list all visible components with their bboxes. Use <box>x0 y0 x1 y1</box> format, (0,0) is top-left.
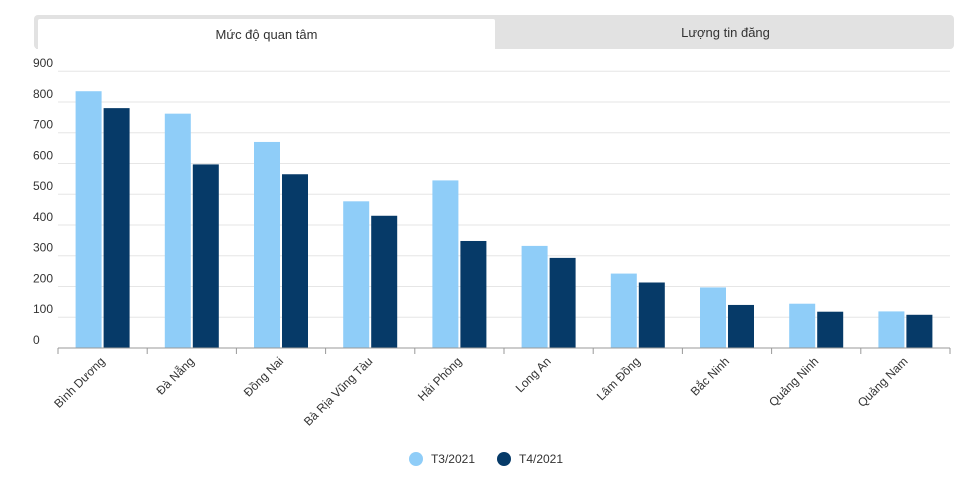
y-tick-label: 600 <box>33 148 53 162</box>
x-axis: Bình Dương Đà Nẵng Đồng Nai Bà Rịa Vũng Tàu… <box>51 347 951 429</box>
bar-series1 <box>164 113 191 348</box>
bar-series1 <box>343 201 370 348</box>
y-tick-label: 100 <box>33 302 53 316</box>
y-tick-label: 200 <box>33 271 53 285</box>
chart-grid <box>58 70 950 318</box>
x-tick-label: Long An <box>513 354 554 395</box>
x-tick-label: Hải Phòng <box>415 354 465 404</box>
bar-series2 <box>638 282 665 348</box>
legend-swatch-series1 <box>408 452 423 466</box>
bar-series2 <box>192 164 219 348</box>
bar-series1 <box>700 287 726 348</box>
legend: T3/2021 T4/2021 <box>0 450 972 468</box>
bar-series2 <box>728 304 754 348</box>
bar-series1 <box>432 180 459 348</box>
bar-series1 <box>610 273 637 348</box>
bar-series1 <box>789 303 816 348</box>
legend-swatch-series2 <box>497 452 511 466</box>
y-axis: 0 100 200 300 400 500 600 700 800 900 <box>33 56 53 347</box>
bar-series1 <box>521 245 548 348</box>
bars <box>75 91 933 349</box>
x-tick-label: Đà Nẵng <box>153 354 197 398</box>
x-tick-label: Bắc Ninh <box>687 354 732 399</box>
x-tick-label: Bà Rịa Vũng Tàu <box>301 354 375 428</box>
y-tick-label: 800 <box>33 87 53 101</box>
bar-series1 <box>878 311 905 348</box>
legend-label-series2: T4/2021 <box>519 452 564 466</box>
bar-series2 <box>817 311 844 348</box>
bar-series1 <box>75 91 102 348</box>
bar-series2 <box>103 108 130 349</box>
y-tick-label: 700 <box>33 118 53 132</box>
y-tick-label: 400 <box>33 210 53 224</box>
bar-chart: 0 100 200 300 400 500 600 700 800 900 Bình Dương Đ… <box>33 56 951 429</box>
bar-series2 <box>282 174 308 348</box>
x-tick-label: Quảng Ninh <box>766 354 821 409</box>
bar-series2 <box>371 215 398 348</box>
bar-series1 <box>254 141 280 348</box>
bar-series2 <box>549 257 576 348</box>
y-tick-label: 500 <box>33 179 53 193</box>
legend-item-series1[interactable]: T3/2021 <box>408 452 475 466</box>
tab-bar: Mức độ quan tâm Lượng tin đăng <box>34 15 954 49</box>
x-tick-label: Lâm Đồng <box>594 354 643 403</box>
y-tick-label: 900 <box>33 56 53 70</box>
legend-item-series2[interactable]: T4/2021 <box>497 452 563 466</box>
tab-interest-level[interactable]: Mức độ quan tâm <box>36 17 497 49</box>
bar-series2 <box>906 314 933 348</box>
y-tick-label: 300 <box>33 241 53 255</box>
tab-listing-count[interactable]: Lượng tin đăng <box>681 24 770 40</box>
y-tick-label: 0 <box>33 333 40 347</box>
bar-series2 <box>460 240 487 348</box>
x-tick-label: Đồng Nai <box>241 354 286 399</box>
x-tick-label: Quảng Nam <box>855 354 911 410</box>
legend-label-series1: T3/2021 <box>430 452 475 466</box>
x-tick-label: Bình Dương <box>51 354 108 411</box>
